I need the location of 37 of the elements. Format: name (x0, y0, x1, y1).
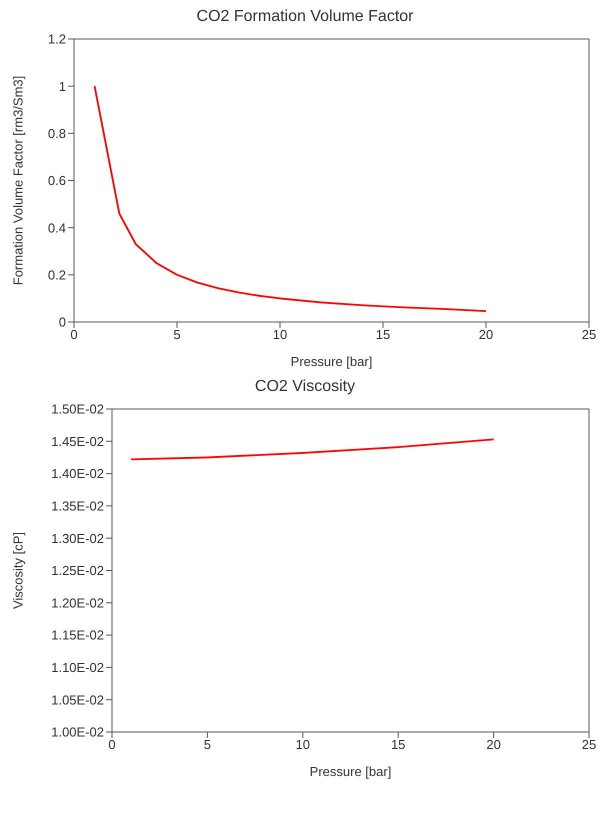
y-tick-label: 1.00E-02 (51, 724, 104, 740)
y-axis-title: Viscosity [cP] (10, 532, 26, 610)
y-axis-title: Formation Volume Factor [rm3/Sm3] (10, 76, 26, 286)
y-tick-label: 1.35E-02 (51, 498, 104, 514)
x-tick-label: 5 (173, 327, 181, 342)
x-tick-label: 10 (272, 327, 288, 342)
x-axis-title: Pressure [bar] (310, 764, 392, 779)
x-tick-label: 15 (390, 737, 406, 752)
y-tick-label: 0.2 (48, 267, 66, 282)
x-axis-title: Pressure [bar] (290, 354, 372, 369)
y-tick-label: 0.6 (48, 173, 66, 188)
y-tick-label: 1.25E-02 (51, 563, 104, 578)
y-tick-label: 1.45E-02 (51, 434, 104, 449)
x-tick-label: 0 (108, 737, 116, 752)
line-series (94, 85, 487, 312)
x-tick-label: 20 (486, 737, 501, 752)
y-tick-label: 1 (58, 78, 66, 94)
x-tick-label: 5 (204, 737, 212, 752)
y-tick-label: 0.8 (48, 126, 66, 141)
y-tick-label: 1.2 (48, 32, 66, 47)
y-tick-label: 1.30E-02 (51, 530, 104, 546)
y-tick-label: 1.40E-02 (51, 466, 104, 482)
y-tick-label: 1.15E-02 (51, 628, 104, 643)
y-tick-label: 1.20E-02 (51, 595, 104, 610)
y-tick-label: 0 (58, 314, 66, 330)
y-tick-label: 1.05E-02 (51, 692, 104, 708)
x-tick-label: 25 (582, 327, 596, 342)
chart-title: CO2 Viscosity (254, 378, 356, 396)
y-tick-label: 0.4 (48, 220, 66, 236)
y-tick-label: 1.10E-02 (51, 660, 104, 676)
chart-title: CO2 Formation Volume Factor (196, 8, 414, 26)
x-tick-label: 15 (376, 327, 390, 342)
y-tick-label: 1.50E-02 (51, 402, 104, 417)
x-tick-label: 20 (478, 327, 494, 342)
x-tick-label: 25 (582, 737, 596, 752)
x-tick-label: 10 (296, 737, 310, 752)
line-series (130, 438, 494, 460)
